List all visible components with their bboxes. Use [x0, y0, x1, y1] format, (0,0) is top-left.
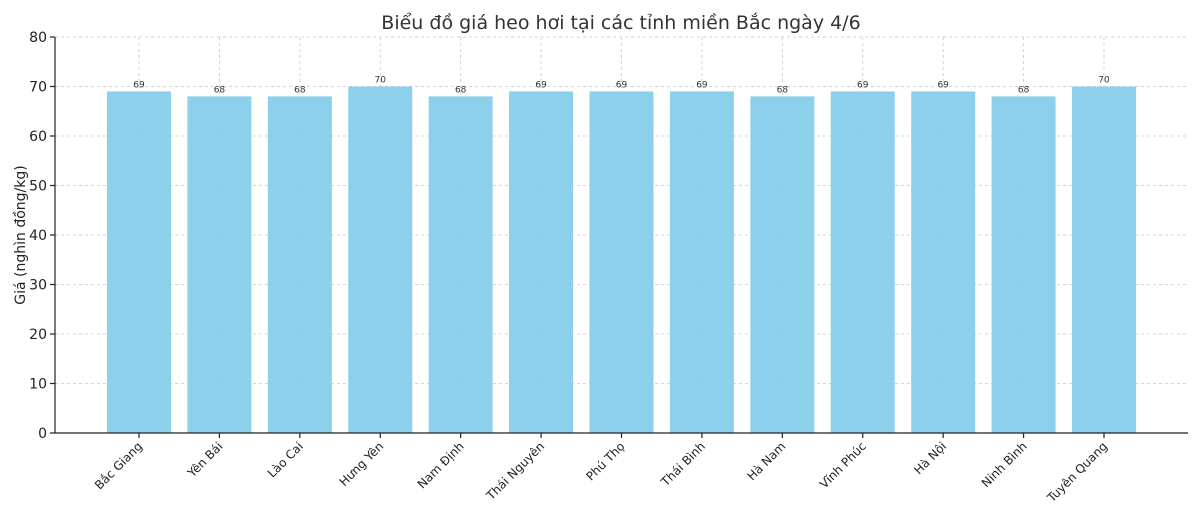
x-tick-label: Tuyên Quang	[1044, 439, 1110, 505]
x-tick-label: Nam Định	[415, 439, 467, 491]
bar	[991, 96, 1056, 434]
bar-value-label: 69	[133, 80, 145, 90]
y-tick-label: 70	[29, 80, 47, 96]
x-axis-ticks: Bắc Giang Yên Bái Lào Cai Hưng Yên Nam Định T…	[92, 433, 1110, 505]
bar-value-label: 68	[294, 85, 306, 95]
x-tick-label: Hà Nam	[744, 439, 788, 483]
bar-value-label: 69	[937, 80, 949, 90]
bar-value-label: 68	[214, 85, 226, 95]
x-tick-label: Phú Thọ	[583, 439, 627, 483]
bar-value-label: 69	[857, 80, 869, 90]
y-tick-label: 50	[29, 179, 47, 195]
bar	[1072, 86, 1136, 433]
x-tick-label: Thái Bình	[658, 439, 708, 489]
x-tick-label: Bắc Giang	[92, 439, 145, 492]
bar	[589, 91, 654, 433]
bar	[669, 91, 734, 433]
bar-value-label: 70	[1098, 76, 1110, 86]
bar	[830, 91, 895, 433]
x-tick-label: Thái Nguyên	[483, 439, 547, 503]
bar	[911, 91, 976, 433]
y-tick-label: 30	[29, 278, 47, 294]
bar	[187, 96, 252, 434]
chart-title: Biểu đồ giá heo hơi tại các tỉnh miền Bắ…	[381, 11, 860, 34]
bar	[428, 96, 493, 434]
bar	[348, 86, 413, 433]
x-tick-label: Yên Bái	[184, 439, 225, 480]
y-tick-label: 80	[29, 30, 47, 46]
y-tick-label: 20	[29, 327, 47, 343]
bar	[107, 91, 171, 433]
y-tick-label: 60	[29, 129, 47, 145]
x-tick-label: Hưng Yên	[337, 439, 387, 489]
bar-value-label: 69	[616, 80, 628, 90]
y-tick-label: 40	[29, 228, 47, 244]
x-tick-label: Lào Cai	[265, 439, 306, 480]
bar-value-label: 69	[535, 80, 547, 90]
bar-value-label: 68	[777, 85, 789, 95]
y-tick-label: 0	[38, 426, 47, 442]
bar	[267, 96, 332, 434]
y-tick-label: 10	[29, 377, 47, 393]
data-labels: 69 68 68 70 68 69 69 69 68 69 69 68 70	[133, 76, 1110, 96]
bar-value-label: 68	[1018, 85, 1030, 95]
y-axis-label: Giá (nghìn đồng/kg)	[12, 165, 29, 304]
bar-value-label: 70	[375, 76, 387, 86]
y-axis-ticks: 0 10 20 30 40 50 60 70 80	[29, 30, 55, 442]
x-tick-label: Ninh Bình	[979, 439, 1030, 490]
x-tick-label: Vĩnh Phúc	[817, 439, 869, 491]
bar-value-label: 68	[455, 85, 467, 95]
bar-value-label: 69	[696, 80, 708, 90]
bar	[509, 91, 574, 433]
axes	[54, 37, 1188, 434]
x-tick-label: Hà Nội	[911, 439, 949, 477]
bars	[107, 86, 1136, 434]
bar	[750, 96, 815, 434]
